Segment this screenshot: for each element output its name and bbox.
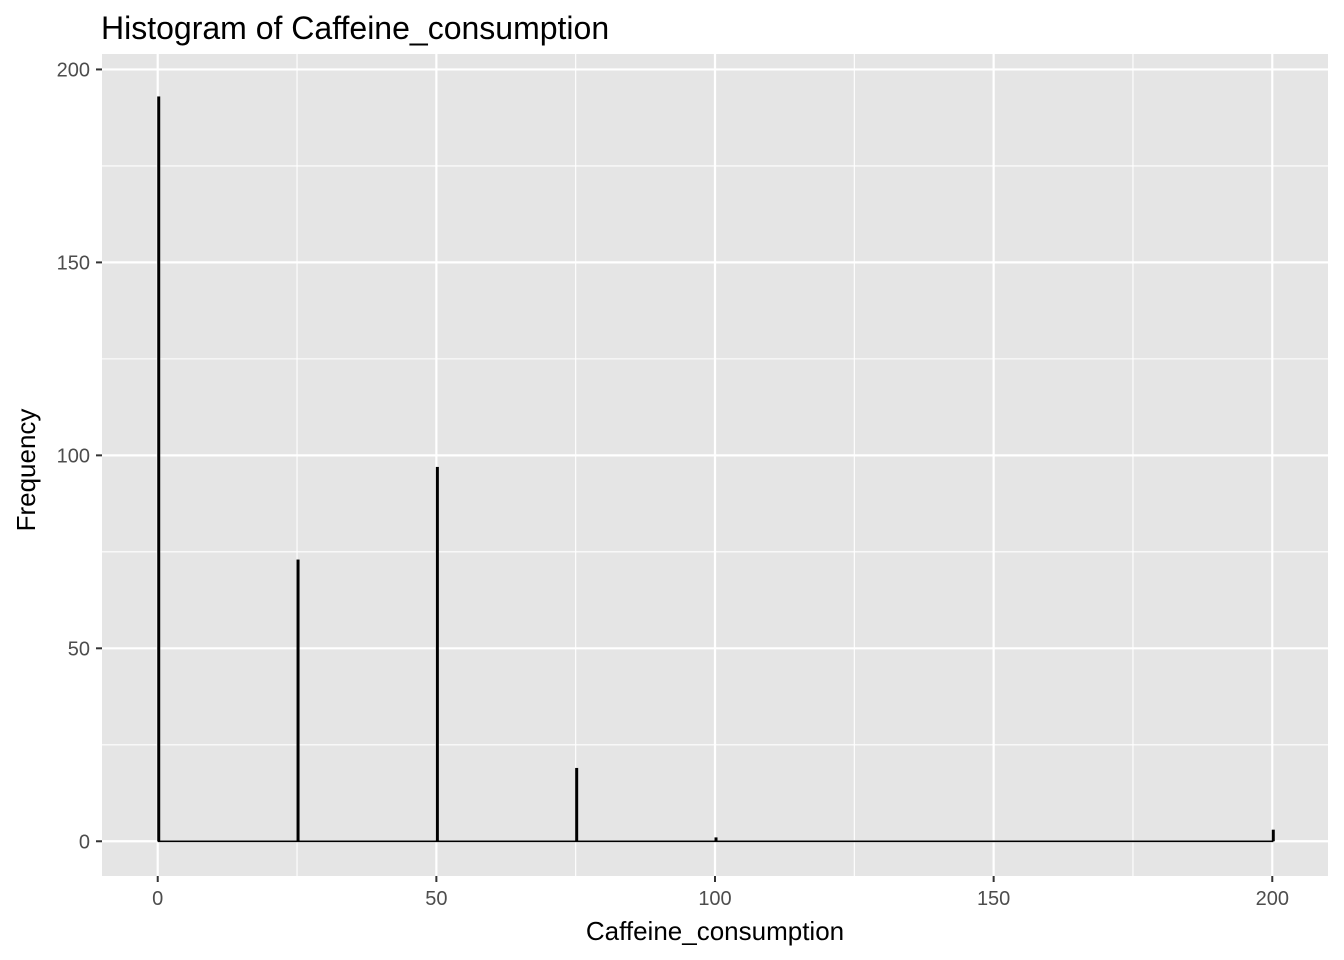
x-tick-label: 0 bbox=[152, 888, 163, 910]
x-tick-label: 200 bbox=[1256, 888, 1289, 910]
x-tick-label: 150 bbox=[977, 888, 1010, 910]
y-axis-title: Frequency bbox=[11, 409, 41, 532]
x-tick-label: 100 bbox=[698, 888, 731, 910]
histogram-bar bbox=[296, 559, 300, 842]
y-tick-label: 200 bbox=[57, 59, 90, 81]
y-axis: 0 50 100 150 200 bbox=[57, 59, 102, 853]
histogram-bars bbox=[157, 96, 1275, 843]
histogram-bar bbox=[575, 767, 579, 842]
y-tick-label: 100 bbox=[57, 445, 90, 467]
histogram-bar bbox=[1271, 829, 1275, 842]
histogram-bar bbox=[435, 466, 439, 842]
histogram-bar bbox=[714, 837, 718, 842]
y-tick-label: 50 bbox=[68, 638, 90, 660]
x-tick-label: 50 bbox=[425, 888, 447, 910]
chart-title: Histogram of Caffeine_consumption bbox=[101, 10, 609, 46]
x-axis: 0 50 100 150 200 bbox=[152, 876, 1289, 910]
x-axis-title: Caffeine_consumption bbox=[586, 916, 844, 946]
y-tick-label: 0 bbox=[79, 831, 90, 853]
histogram-bar bbox=[157, 96, 161, 842]
y-tick-label: 150 bbox=[57, 252, 90, 274]
